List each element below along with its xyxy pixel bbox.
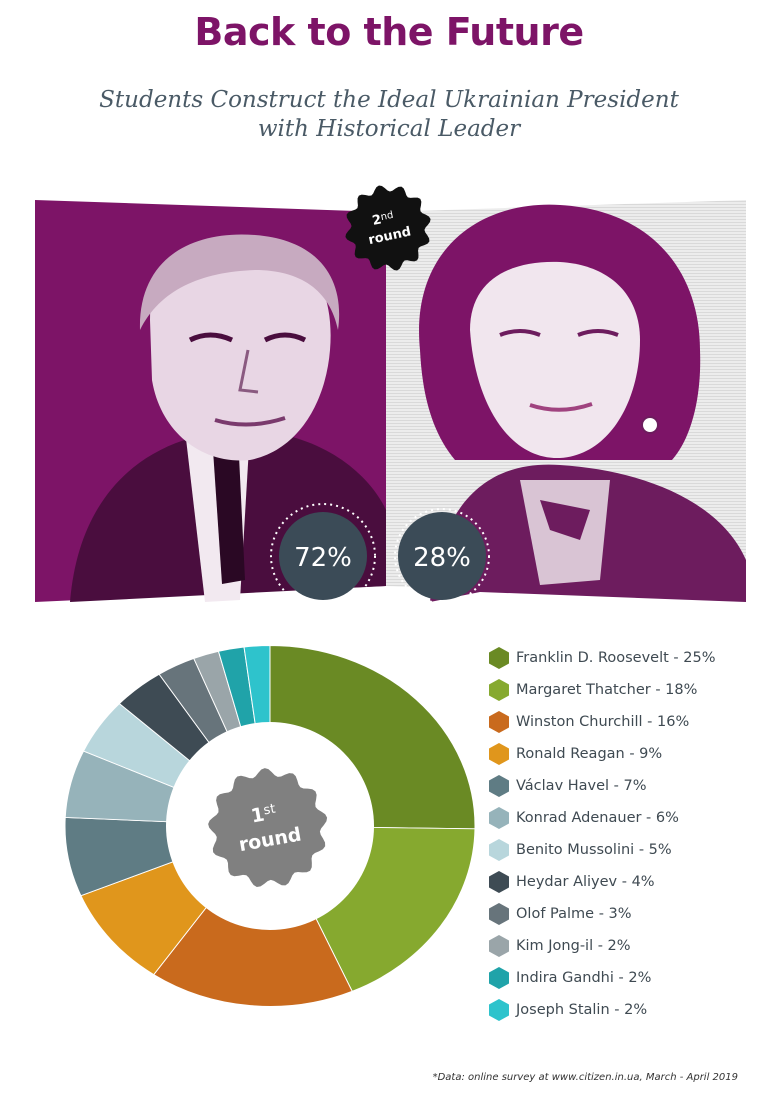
second-round-portraits: 72% 28% 2nd round xyxy=(35,185,746,609)
legend-swatch xyxy=(489,999,509,1021)
roosevelt-percent-circle: 72% xyxy=(270,503,376,609)
legend-item: Benito Mussolini - 5% xyxy=(488,838,672,862)
legend-swatch xyxy=(489,775,509,797)
subtitle-line-1: Students Construct the Ideal Ukrainian P… xyxy=(99,87,679,113)
legend-item: Franklin D. Roosevelt - 25% xyxy=(488,646,716,670)
legend-item: Ronald Reagan - 9% xyxy=(488,742,662,766)
legend-label: Winston Churchill - 16% xyxy=(516,714,690,730)
legend-item: Indira Gandhi - 2% xyxy=(488,966,651,990)
page-subtitle: Students Construct the Ideal Ukrainian P… xyxy=(0,86,778,144)
round2-suffix: nd xyxy=(380,210,395,223)
round1-badge-shape xyxy=(208,768,328,887)
thatcher-portrait xyxy=(386,200,746,602)
legend-label: Benito Mussolini - 5% xyxy=(516,842,672,858)
legend-label: Kim Jong-il - 2% xyxy=(516,938,631,954)
legend-label: Olof Palme - 3% xyxy=(516,906,632,922)
legend-swatch xyxy=(489,743,509,765)
legend-label: Joseph Stalin - 2% xyxy=(516,1002,648,1018)
legend-swatch xyxy=(489,967,509,989)
legend-label: Heydar Aliyev - 4% xyxy=(516,874,655,890)
round2-number: 2 xyxy=(371,212,383,229)
legend-label: Margaret Thatcher - 18% xyxy=(516,682,698,698)
round1-number: 1 xyxy=(249,804,266,828)
round1-suffix: st xyxy=(262,802,276,819)
round2-badge: 2nd round xyxy=(345,185,431,271)
legend-swatch xyxy=(489,839,509,861)
thatcher-percent-circle: 28% xyxy=(394,508,490,604)
legend-swatch xyxy=(489,807,509,829)
legend-swatch xyxy=(489,903,509,925)
svg-text:1st: 1st xyxy=(249,802,278,828)
data-source-note: *Data: online survey at www.citizen.in.u… xyxy=(432,1072,738,1083)
legend-swatch xyxy=(489,679,509,701)
legend-label: Konrad Adenauer - 6% xyxy=(516,810,679,826)
legend-item: Joseph Stalin - 2% xyxy=(488,998,647,1022)
legend-item: Konrad Adenauer - 6% xyxy=(488,806,679,830)
round2-badge-shape xyxy=(345,185,431,271)
legend-label: Indira Gandhi - 2% xyxy=(516,970,652,986)
subtitle-line-2: with Historical Leader xyxy=(257,116,521,142)
legend-swatch xyxy=(489,871,509,893)
legend-swatch xyxy=(489,711,509,733)
legend-label: Václav Havel - 7% xyxy=(516,778,647,794)
legend-item: Margaret Thatcher - 18% xyxy=(488,678,697,702)
roosevelt-percent-label: 72% xyxy=(294,543,352,573)
svg-text:2nd: 2nd xyxy=(371,210,395,229)
legend-label: Franklin D. Roosevelt - 25% xyxy=(516,650,716,666)
page-title: Back to the Future xyxy=(194,10,584,54)
first-round-donut-chart: 1st round xyxy=(64,645,476,1007)
legend-item: Kim Jong-il - 2% xyxy=(488,934,631,958)
legend-item: Winston Churchill - 16% xyxy=(488,710,689,734)
legend-item: Heydar Aliyev - 4% xyxy=(488,870,655,894)
legend-item: Václav Havel - 7% xyxy=(488,774,647,798)
round1-badge: 1st round xyxy=(208,768,328,887)
legend-swatch xyxy=(489,935,509,957)
legend-swatch xyxy=(489,647,509,669)
thatcher-percent-label: 28% xyxy=(413,543,471,573)
legend-item: Olof Palme - 3% xyxy=(488,902,632,926)
legend-label: Ronald Reagan - 9% xyxy=(516,746,663,762)
